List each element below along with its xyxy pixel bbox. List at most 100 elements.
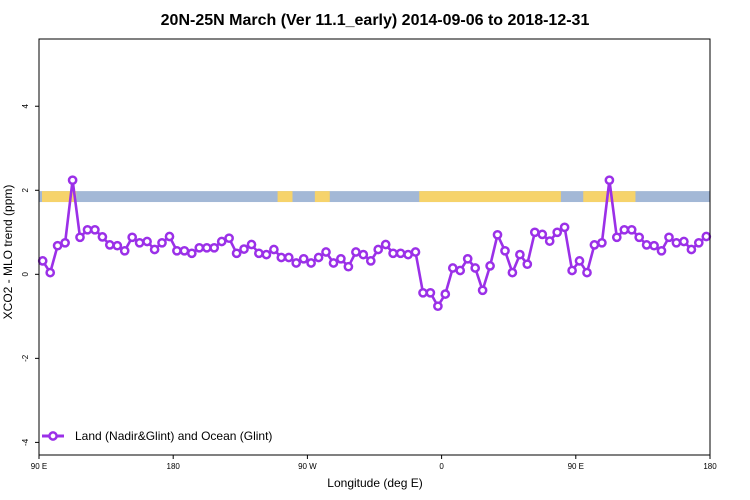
series-group: [37, 175, 712, 312]
legend: Land (Nadir&Glint) and Ocean (Glint): [42, 429, 272, 443]
data-point: [611, 232, 622, 243]
data-point: [701, 231, 712, 242]
y-tick-label: 4: [21, 103, 30, 108]
y-tick-label: -2: [21, 354, 30, 362]
chart-title: 20N-25N March (Ver 11.1_early) 2014-09-0…: [161, 12, 590, 29]
data-point: [164, 231, 175, 242]
data-point: [485, 261, 495, 271]
land-strip: [39, 191, 710, 203]
data-point: [298, 253, 309, 264]
data-point: [410, 247, 421, 257]
data-point: [619, 224, 630, 235]
data-point: [403, 249, 413, 260]
data-point: [90, 224, 100, 235]
data-point: [157, 237, 167, 248]
data-point: [239, 244, 249, 254]
ocean-band: [39, 191, 710, 203]
data-point: [209, 242, 220, 253]
data-point: [172, 245, 182, 256]
data-point: [544, 236, 555, 246]
y-axis: -4 -2 0 2 4: [21, 103, 39, 446]
data-point: [313, 252, 324, 263]
data-point: [522, 259, 533, 270]
data-point: [440, 289, 451, 299]
data-point: [291, 258, 302, 268]
data-point: [119, 245, 130, 256]
data-point: [418, 287, 428, 298]
data-point: [60, 237, 70, 248]
data-point: [582, 267, 592, 278]
data-point: [559, 222, 570, 233]
y-tick-label: 2: [21, 187, 30, 192]
data-point: [380, 239, 391, 250]
data-point: [201, 242, 212, 253]
data-point: [477, 285, 488, 296]
land-segment: [583, 191, 636, 203]
land-segment: [314, 191, 330, 203]
data-point: [373, 244, 384, 255]
data-point: [679, 236, 689, 247]
data-point: [82, 224, 93, 235]
data-point: [283, 252, 294, 263]
data-point: [529, 227, 540, 238]
data-point: [537, 229, 548, 240]
data-point: [388, 248, 398, 259]
data-point: [104, 240, 115, 250]
data-point: [515, 249, 525, 260]
data-point: [641, 240, 652, 250]
data-point: [589, 240, 600, 250]
x-tick-label: 90 E: [31, 462, 47, 471]
data-point: [492, 229, 503, 240]
land-segment: [41, 191, 77, 203]
data-point: [343, 261, 354, 272]
data-point: [52, 240, 63, 251]
data-point: [186, 248, 197, 259]
x-tick-label: 90 E: [568, 462, 584, 471]
data-point: [425, 287, 436, 298]
data-point: [127, 232, 138, 243]
data-point: [134, 237, 145, 248]
data-point: [254, 248, 264, 259]
data-point: [507, 267, 518, 278]
land-segment: [277, 191, 293, 203]
data-point: [433, 301, 443, 312]
data-point: [664, 232, 674, 243]
data-point: [358, 249, 369, 260]
data-point: [142, 236, 152, 247]
data-point: [149, 244, 160, 255]
x-tick-label: 0: [439, 462, 444, 471]
data-point: [276, 252, 287, 263]
x-tick-label: 90 W: [298, 462, 317, 471]
data-point: [261, 249, 272, 260]
x-tick-label: 180: [703, 462, 717, 471]
y-axis-label: XCO2 - MLO trend (ppm): [1, 185, 15, 320]
data-point: [447, 263, 458, 273]
data-point: [567, 265, 577, 276]
data-point: [597, 237, 607, 248]
data-point: [336, 253, 346, 264]
data-point: [328, 258, 339, 268]
data-point: [671, 237, 682, 248]
data-point: [45, 267, 56, 278]
land-segment: [419, 191, 561, 203]
data-point: [500, 245, 510, 256]
data-point: [649, 240, 659, 251]
legend-label: Land (Nadir&Glint) and Ocean (Glint): [75, 429, 272, 443]
data-point: [656, 245, 667, 256]
x-tick-label: 180: [167, 462, 181, 471]
x-axis: 90 E 180 90 W 0 90 E 180: [31, 455, 717, 471]
data-point: [693, 237, 704, 248]
data-point: [112, 240, 123, 251]
y-tick-label: -4: [21, 438, 30, 446]
data-point: [574, 256, 585, 266]
data-point: [306, 258, 316, 268]
y-tick-label: 0: [21, 272, 30, 277]
data-point: [216, 236, 227, 247]
data-point: [179, 245, 190, 256]
data-point: [194, 242, 205, 253]
data-point: [231, 248, 242, 259]
data-point: [634, 232, 645, 243]
data-point: [604, 175, 615, 186]
data-point: [246, 239, 257, 250]
